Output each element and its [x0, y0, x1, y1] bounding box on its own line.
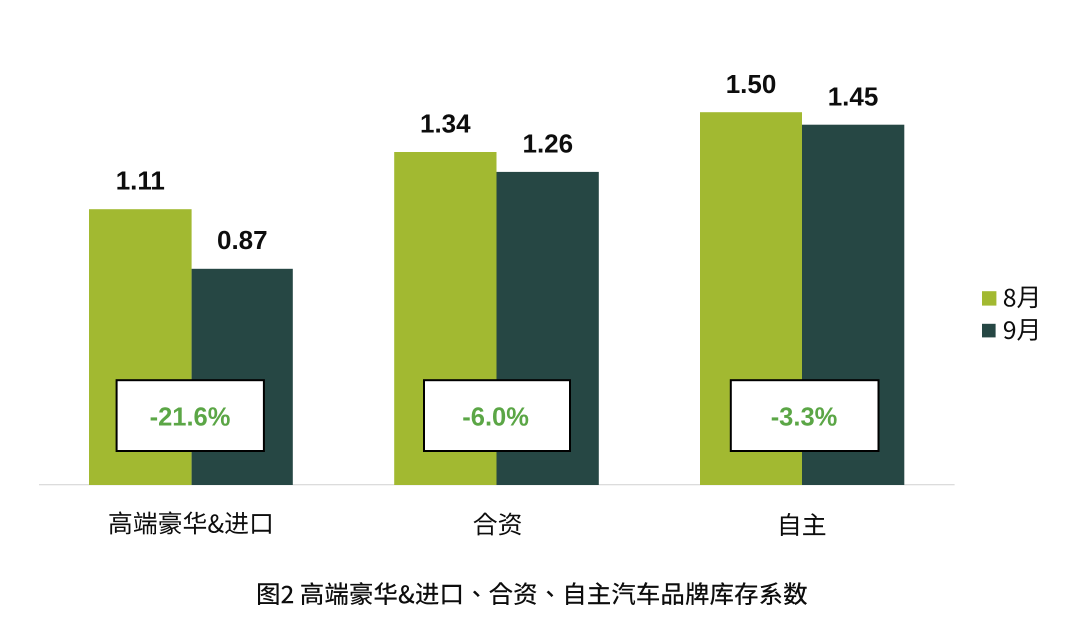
svg-text:1.34: 1.34 — [420, 109, 471, 139]
svg-text:-21.6%: -21.6% — [150, 404, 231, 432]
svg-text:0.87: 0.87 — [217, 225, 268, 255]
svg-text:1.26: 1.26 — [522, 129, 573, 159]
svg-text:1.45: 1.45 — [828, 81, 879, 111]
svg-text:-6.0%: -6.0% — [462, 404, 529, 432]
svg-text:1.50: 1.50 — [726, 69, 777, 99]
svg-text:-3.3%: -3.3% — [771, 404, 838, 432]
svg-text:1.11: 1.11 — [116, 166, 165, 196]
